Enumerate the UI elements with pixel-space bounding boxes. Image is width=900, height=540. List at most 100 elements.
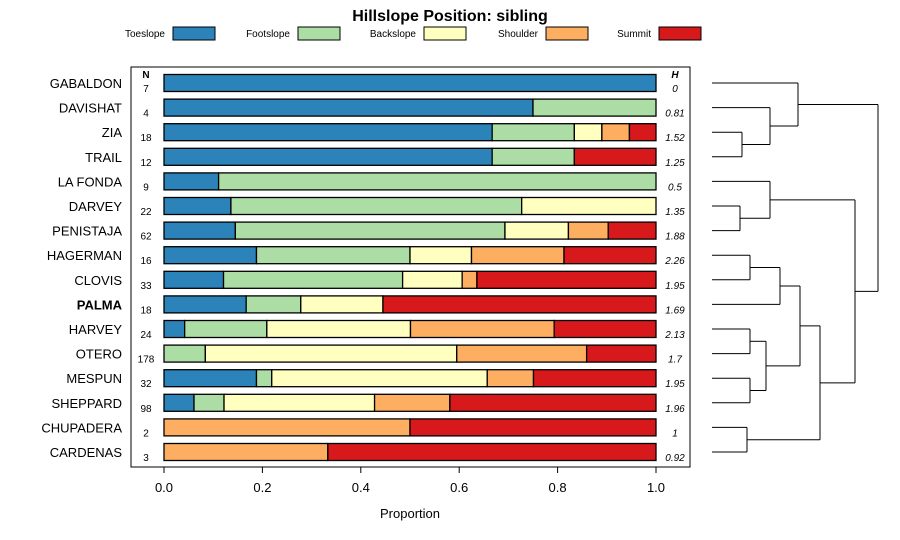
x-axis-label: Proportion xyxy=(380,506,440,521)
h-value: 1.88 xyxy=(665,232,685,243)
n-value: 9 xyxy=(143,182,149,193)
x-tick-label: 0.4 xyxy=(352,480,370,495)
bar-segment-footslope xyxy=(532,98,657,117)
n-value: 18 xyxy=(140,133,152,144)
row-hagerman: HAGERMAN 16 2.26 xyxy=(47,246,685,267)
legend-swatch-summit xyxy=(658,26,702,41)
n-column-header: N xyxy=(142,70,149,81)
bar-segment-summit xyxy=(573,147,657,166)
h-value: 0.81 xyxy=(665,109,684,120)
bar-segment-shoulder xyxy=(163,418,411,437)
bar-segment-summit xyxy=(476,270,657,289)
row-label: CARDENAS xyxy=(50,445,123,460)
bar-segment-shoulder xyxy=(486,369,535,388)
row-gabaldon: GABALDON 7 0 xyxy=(50,73,678,95)
row-label: SHEPPARD xyxy=(51,396,122,411)
bar-segment-summit xyxy=(585,344,657,363)
plot-panel xyxy=(130,66,691,468)
n-value: 12 xyxy=(140,158,152,169)
bar-segment-backslope xyxy=(223,393,376,412)
x-tick-label: 0.6 xyxy=(450,480,468,495)
bar-segment-footslope xyxy=(217,172,657,191)
chart-title: Hillslope Position: sibling xyxy=(352,8,548,25)
h-value: 0.92 xyxy=(665,453,685,464)
dendrogram xyxy=(712,82,879,453)
n-value: 32 xyxy=(140,379,152,390)
bar-segment-shoulder xyxy=(373,393,451,412)
n-value: 3 xyxy=(143,453,149,464)
bar-segment-toeslope xyxy=(163,221,236,240)
bar-segment-summit xyxy=(382,295,657,314)
h-value: 1.96 xyxy=(665,404,685,415)
bar-segment-toeslope xyxy=(163,73,657,93)
n-value: 178 xyxy=(138,355,155,366)
n-value: 18 xyxy=(140,305,152,316)
row-la-fonda: LA FONDA 9 0.5 xyxy=(58,172,682,193)
bar-segment-toeslope xyxy=(163,147,493,166)
n-value: 98 xyxy=(140,404,152,415)
n-value: 24 xyxy=(140,330,152,341)
bar-segment-shoulder xyxy=(461,270,478,289)
bar-segment-toeslope xyxy=(163,196,232,216)
row-label: MESPUN xyxy=(66,371,122,386)
bar-segment-shoulder xyxy=(456,344,588,363)
bar-segment-footslope xyxy=(230,196,523,216)
n-value: 2 xyxy=(143,428,149,439)
legend: Toeslope Footslope Backslope Shoulder Summit xyxy=(125,26,702,41)
bar-segment-footslope xyxy=(222,270,404,289)
row-label: TRAIL xyxy=(85,150,122,165)
bar-segment-toeslope xyxy=(163,319,186,339)
bar-segment-shoulder xyxy=(409,319,555,339)
row-cardenas: CARDENAS 3 0.92 xyxy=(50,442,685,464)
row-label: DAVISHAT xyxy=(59,101,122,116)
n-value: 4 xyxy=(143,109,149,120)
h-value: 1.95 xyxy=(665,281,685,292)
bar-segment-summit xyxy=(409,418,657,437)
bar-segment-backslope xyxy=(271,369,488,388)
bar-segment-shoulder xyxy=(567,221,609,240)
x-tick-label: 0.0 xyxy=(155,480,173,495)
bar-segment-toeslope xyxy=(163,172,220,191)
bar-segment-toeslope xyxy=(163,98,534,117)
bar-segment-toeslope xyxy=(163,246,258,265)
bar-segment-toeslope xyxy=(163,270,225,289)
row-label: DARVEY xyxy=(69,199,123,214)
row-clovis: CLOVIS 33 1.95 xyxy=(74,270,685,292)
bar-segment-summit xyxy=(532,369,657,388)
bar-segment-shoulder xyxy=(163,442,329,462)
legend-swatch-toeslope xyxy=(172,26,216,41)
n-value: 33 xyxy=(140,281,152,292)
row-trail: TRAIL 12 1.25 xyxy=(85,147,685,169)
row-penistaja: PENISTAJA 62 1.88 xyxy=(52,221,685,243)
bar-segment-summit xyxy=(628,123,657,142)
legend-label-backslope: Backslope xyxy=(370,29,417,40)
bar-segment-summit xyxy=(607,221,657,240)
bar-segment-toeslope xyxy=(163,393,195,412)
bar-segment-footslope xyxy=(255,369,273,388)
row-otero: OTERO 178 1.7 xyxy=(76,344,682,366)
legend-label-summit: Summit xyxy=(617,29,651,40)
h-value: 1 xyxy=(672,428,678,439)
row-label: GABALDON xyxy=(50,76,122,91)
row-palma: PALMA 18 1.69 xyxy=(77,295,685,316)
h-value: 1.69 xyxy=(665,305,685,316)
bar-segment-summit xyxy=(327,442,657,462)
row-label: HARVEY xyxy=(69,322,123,337)
row-darvey: DARVEY 22 1.35 xyxy=(69,196,685,218)
bar-segment-toeslope xyxy=(163,123,493,142)
bar-segment-backslope xyxy=(204,344,458,363)
h-value: 2.26 xyxy=(664,256,685,267)
bar-segment-summit xyxy=(563,246,657,265)
bar-segment-footslope xyxy=(184,319,268,339)
x-tick-label: 1.0 xyxy=(647,480,665,495)
bar-segment-backslope xyxy=(401,270,463,289)
row-label: PALMA xyxy=(77,297,123,312)
bar-segment-toeslope xyxy=(163,369,258,388)
bar-segment-footslope xyxy=(163,344,206,363)
h-value: 1.95 xyxy=(665,379,685,390)
n-value: 62 xyxy=(140,232,152,243)
bar-segment-backslope xyxy=(300,295,384,314)
h-value: 1.52 xyxy=(665,133,685,144)
